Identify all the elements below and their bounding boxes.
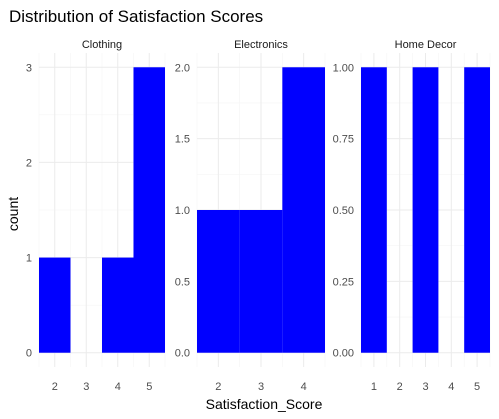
y-tick-label: 0.0 — [175, 348, 190, 360]
y-tick-label: 3 — [26, 62, 32, 74]
histogram-bar — [282, 67, 325, 353]
histogram-bar — [361, 67, 387, 353]
y-tick-label: 2.0 — [175, 62, 190, 74]
facet-strip-label: Electronics — [234, 39, 288, 51]
x-tick-label: 1 — [371, 381, 377, 393]
y-tick-label: 1.5 — [175, 134, 190, 146]
y-tick-label: 1.00 — [333, 62, 354, 74]
x-tick-label: 4 — [448, 381, 454, 393]
x-tick-label: 3 — [83, 381, 89, 393]
y-tick-label: 0.00 — [333, 348, 354, 360]
x-axis-title: Satisfaction_Score — [206, 396, 323, 412]
facet-panels: 2 3 4 5 0 1 2 3 Clothing 2 3 4 0.0 0.5 1.0 1.5 2.0 Electr… — [26, 39, 491, 393]
y-tick-label: 0.25 — [333, 276, 354, 288]
x-tick-label: 2 — [215, 381, 221, 393]
histogram-bar — [133, 67, 165, 353]
x-tick-label: 2 — [52, 381, 58, 393]
histogram-bar — [39, 257, 71, 353]
facet-strip-label: Clothing — [82, 39, 122, 51]
histogram-bar — [197, 210, 240, 353]
facet-panel-clothing: 2 3 4 5 0 1 2 3 Clothing — [26, 39, 166, 393]
y-tick-label: 1.0 — [175, 205, 190, 217]
x-tick-label: 3 — [422, 381, 428, 393]
y-tick-label: 0.50 — [333, 205, 354, 217]
x-tick-label: 3 — [258, 381, 264, 393]
histogram-bar — [239, 210, 283, 353]
y-axis-title: count — [5, 197, 21, 231]
facet-panel-electronics: 2 3 4 0.0 0.5 1.0 1.5 2.0 Electronics — [175, 39, 326, 393]
chart-title: Distribution of Satisfaction Scores — [9, 7, 263, 26]
x-tick-label: 5 — [146, 381, 152, 393]
x-tick-label: 4 — [115, 381, 121, 393]
y-tick-label: 0.75 — [333, 134, 354, 146]
histogram-bar — [102, 257, 134, 353]
x-tick-label: 5 — [474, 381, 480, 393]
histogram-bar — [464, 67, 490, 353]
facet-panel-home-decor: 1 2 3 4 5 0.00 0.25 0.50 0.75 1.00 Home Decor — [333, 39, 491, 393]
y-tick-label: 0 — [26, 348, 32, 360]
y-tick-label: 0.5 — [175, 276, 190, 288]
histogram-bar — [412, 67, 439, 353]
y-tick-label: 2 — [26, 157, 32, 169]
facet-strip-label: Home Decor — [395, 39, 457, 51]
x-tick-label: 4 — [301, 381, 307, 393]
y-tick-label: 1 — [26, 253, 32, 265]
x-tick-label: 2 — [397, 381, 403, 393]
